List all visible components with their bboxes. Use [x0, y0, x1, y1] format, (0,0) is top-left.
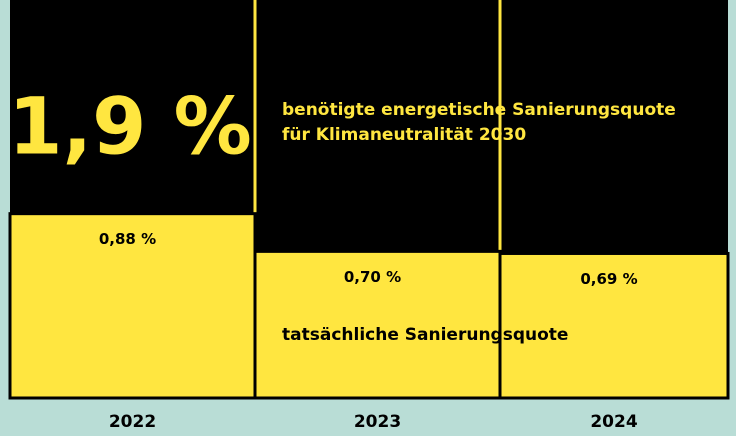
x-tick-label: 2022 — [109, 412, 156, 432]
value-label: 0,88 % — [99, 230, 156, 248]
x-tick-label: 2024 — [590, 412, 637, 432]
target-label: 1,9 % — [8, 82, 251, 172]
target-text: für Klimaneutralität 2030 — [282, 125, 526, 145]
bar — [498, 251, 730, 400]
value-label: 0,69 % — [580, 270, 637, 288]
bar — [253, 249, 502, 400]
target-text: benötigte energetische Sanierungsquote — [282, 100, 676, 120]
value-label: 0,70 % — [344, 268, 401, 286]
series-label: tatsächliche Sanierungsquote — [282, 325, 568, 345]
x-tick-label: 2023 — [354, 412, 401, 432]
bar — [8, 212, 257, 400]
